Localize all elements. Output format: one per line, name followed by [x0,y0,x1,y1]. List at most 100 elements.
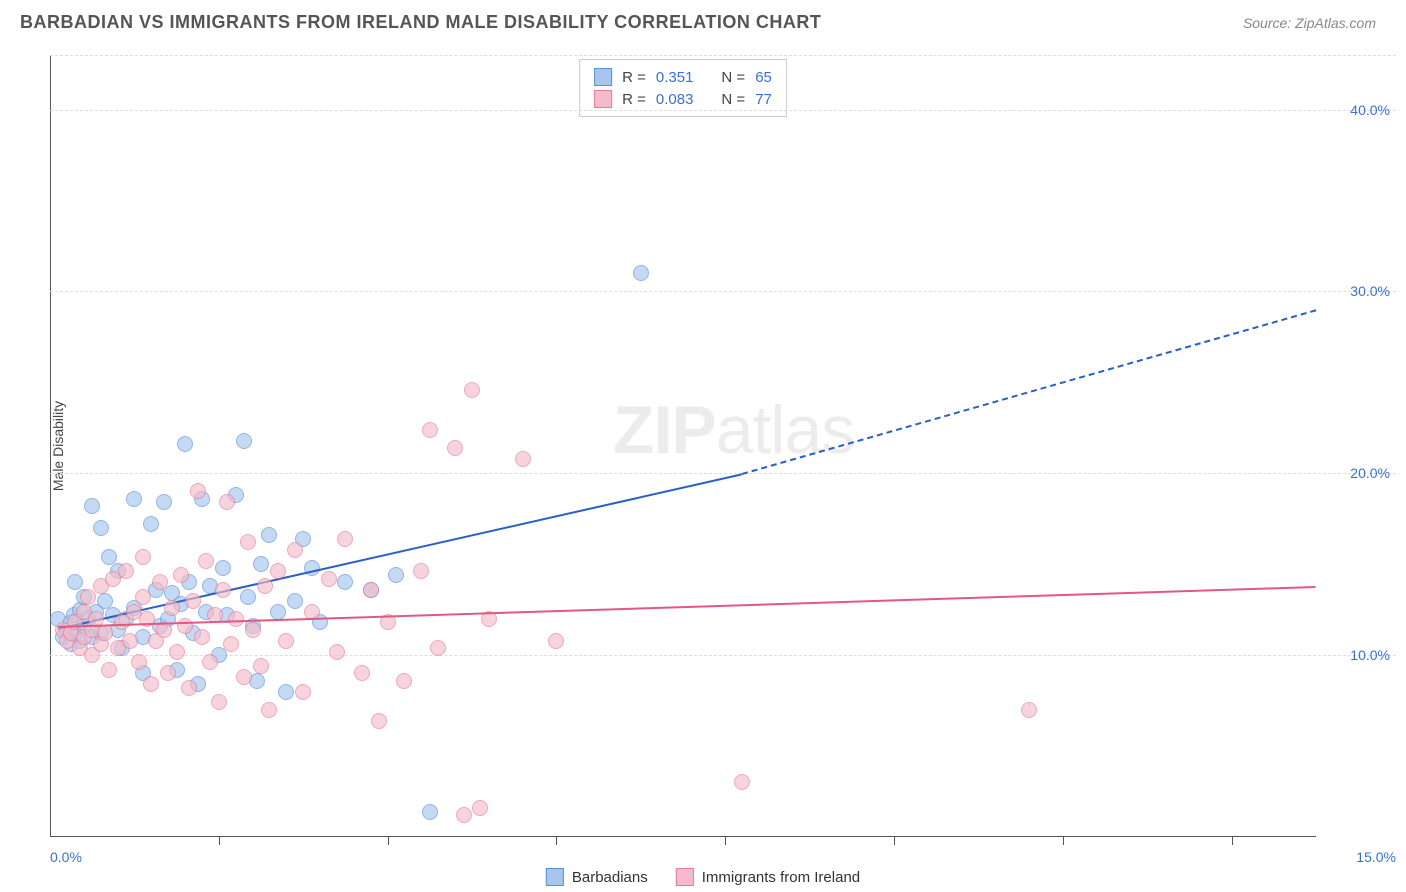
x-tick [1232,837,1233,845]
data-point [202,654,218,670]
data-point [472,800,488,816]
x-tick [388,837,389,845]
data-point [101,662,117,678]
data-point [211,694,227,710]
correlation-stats-box: R = 0.351 N = 65 R = 0.083 N = 77 [579,59,787,117]
data-point [164,600,180,616]
data-point [135,549,151,565]
data-point [253,556,269,572]
x-tick [894,837,895,845]
data-point [152,574,168,590]
data-point [240,534,256,550]
swatch-series-1 [594,68,612,86]
data-point [354,665,370,681]
header: BARBADIAN VS IMMIGRANTS FROM IRELAND MAL… [0,0,1406,41]
legend-item-2: Immigrants from Ireland [676,868,860,886]
data-point [97,625,113,641]
data-point [287,593,303,609]
data-point [464,382,480,398]
data-point [143,676,159,692]
data-point [422,804,438,820]
data-point [456,807,472,823]
data-point [278,633,294,649]
data-point [177,436,193,452]
x-axis-min-label: 0.0% [50,849,82,865]
data-point [257,578,273,594]
data-point [173,567,189,583]
data-point [131,654,147,670]
data-point [215,582,231,598]
data-point [422,422,438,438]
n-value-2: 77 [755,91,772,108]
x-tick [219,837,220,845]
data-point [447,440,463,456]
data-point [101,549,117,565]
gridline [50,473,1396,474]
y-tick-label: 10.0% [1350,647,1396,663]
data-point [223,636,239,652]
data-point [236,433,252,449]
x-axis-max-label: 15.0% [1356,849,1396,865]
data-point [633,265,649,281]
y-tick-label: 20.0% [1350,465,1396,481]
x-tick [725,837,726,845]
data-point [185,593,201,609]
data-point [337,574,353,590]
chart-title: BARBADIAN VS IMMIGRANTS FROM IRELAND MAL… [20,12,821,33]
data-point [413,563,429,579]
data-point [84,498,100,514]
data-point [80,589,96,605]
data-point [253,658,269,674]
stats-row-1: R = 0.351 N = 65 [594,66,772,88]
x-axis-line [50,836,1316,837]
r-value-1: 0.351 [656,69,694,86]
y-tick-label: 40.0% [1350,102,1396,118]
data-point [388,567,404,583]
data-point [219,494,235,510]
data-point [240,589,256,605]
data-point [261,702,277,718]
data-point [181,680,197,696]
data-point [261,527,277,543]
legend-label-1: Barbadians [572,869,648,886]
swatch-series-2 [594,90,612,108]
data-point [156,494,172,510]
gridline [50,655,1396,656]
data-point [190,483,206,499]
data-point [67,574,83,590]
data-point [228,611,244,627]
data-point [177,618,193,634]
legend-label-2: Immigrants from Ireland [702,869,860,886]
data-point [321,571,337,587]
data-point [198,553,214,569]
data-point [97,593,113,609]
data-point [215,560,231,576]
data-point [122,633,138,649]
r-value-2: 0.083 [656,91,694,108]
data-point [270,563,286,579]
legend-swatch-2 [676,868,694,886]
legend-swatch-1 [546,868,564,886]
data-point [548,633,564,649]
data-point [160,665,176,681]
data-point [337,531,353,547]
data-point [194,629,210,645]
trend-line-extrapolated [742,310,1316,476]
data-point [118,563,134,579]
data-point [363,582,379,598]
legend: Barbadians Immigrants from Ireland [546,868,860,886]
data-point [287,542,303,558]
data-point [169,644,185,660]
data-point [135,589,151,605]
data-point [734,774,750,790]
gridline [50,55,1396,56]
stats-row-2: R = 0.083 N = 77 [594,88,772,110]
data-point [396,673,412,689]
source-label: Source: ZipAtlas.com [1243,15,1376,31]
data-point [371,713,387,729]
data-point [515,451,531,467]
data-point [114,614,130,630]
y-axis-line [50,55,51,837]
gridline [50,291,1396,292]
y-tick-label: 30.0% [1350,283,1396,299]
